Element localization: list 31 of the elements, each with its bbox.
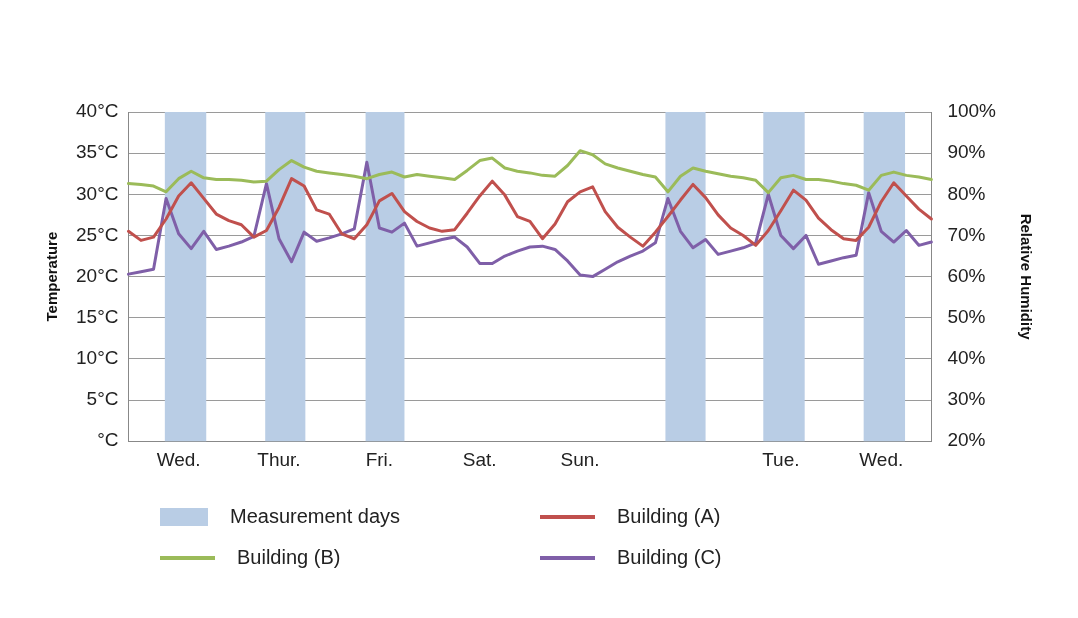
y-tick-label: 5°C — [86, 388, 119, 410]
x-tick-label: Thur. — [257, 448, 301, 470]
x-tick-label: Tue. — [762, 448, 800, 470]
y-tick-label: 10°C — [76, 347, 119, 369]
legend-label: Building (A) — [617, 505, 721, 528]
text: Measurement days — [230, 505, 401, 528]
x-tick-label: Fri. — [365, 448, 394, 470]
y2-tick-label: 40% — [947, 347, 986, 369]
y-tick-label: 35°C — [76, 141, 119, 163]
y-tick-label: 40°C — [76, 100, 119, 122]
y-tick-label: 15°C — [76, 305, 119, 327]
legend-label: Building (B) — [237, 546, 341, 569]
y2-tick-label: 70% — [947, 223, 986, 245]
x-tick-label: Wed. — [859, 448, 904, 470]
y-tick-label: °C — [97, 429, 119, 451]
y2-tick-label: 50% — [947, 305, 986, 327]
y2-tick-label: 60% — [947, 264, 986, 286]
y2-axis-title: Relative Humidity — [1017, 213, 1035, 341]
legend-label: Building (C) — [617, 546, 722, 569]
y-tick-label: 30°C — [76, 182, 119, 204]
x-tick-label: Sat. — [462, 448, 497, 470]
x-tick-label: Wed. — [156, 448, 201, 470]
y-tick-label: 20°C — [76, 264, 119, 286]
y2-tick-label: 90% — [947, 141, 986, 163]
y2-tick-label: 100% — [947, 100, 997, 122]
y-tick-label: 25°C — [76, 223, 119, 245]
y-axis-title: Temperature — [43, 231, 61, 322]
y2-tick-label: 20% — [947, 429, 986, 451]
x-tick-label: Sun. — [560, 448, 600, 470]
y2-tick-label: 30% — [947, 388, 986, 410]
y2-tick-label: 80% — [947, 182, 986, 204]
